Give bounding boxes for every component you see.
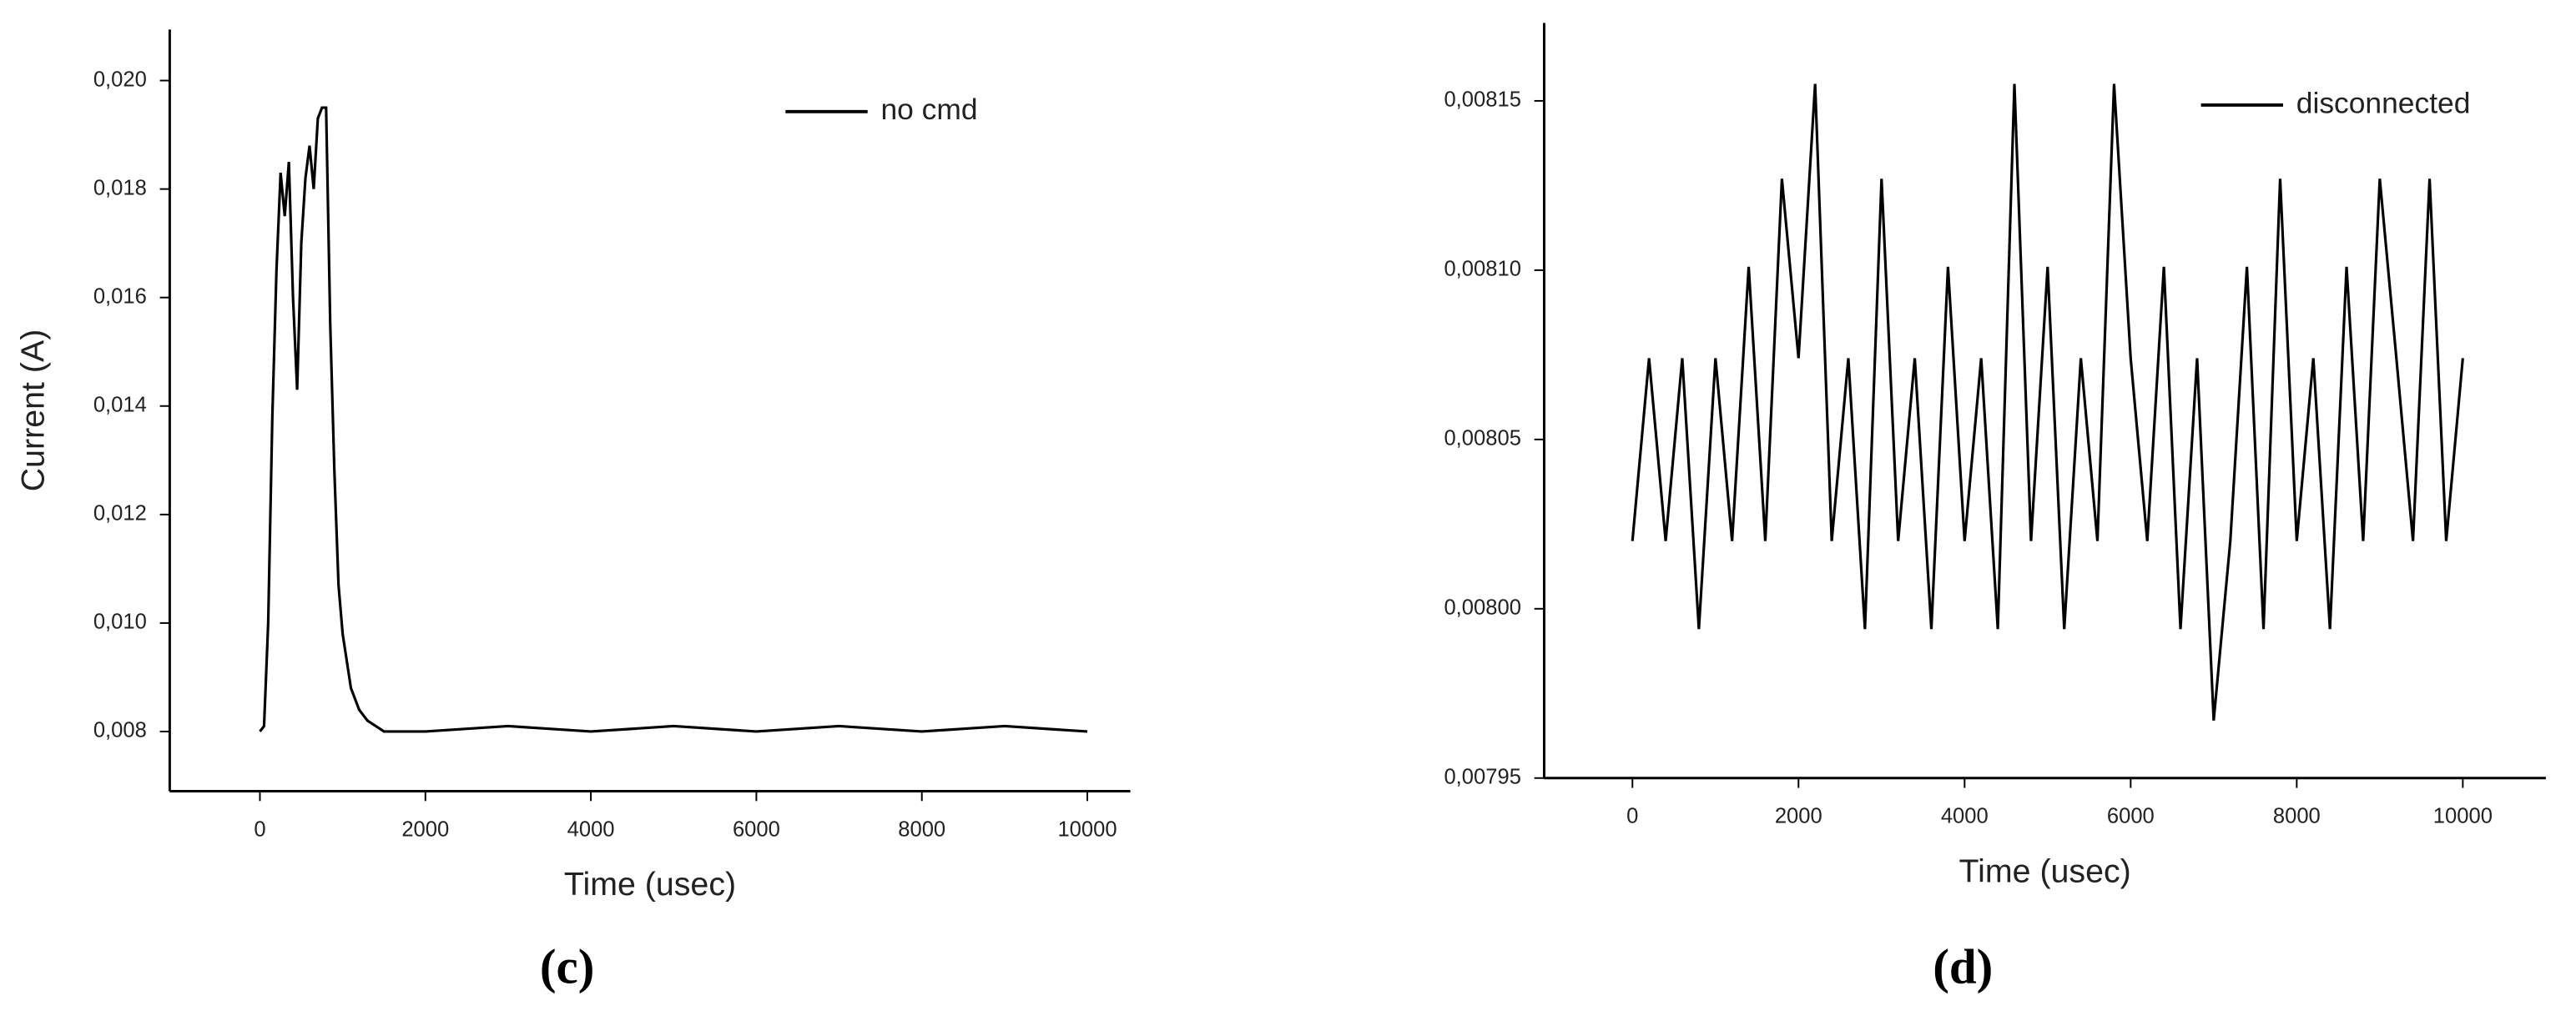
- y-tick-label: 0,018: [93, 176, 147, 199]
- data-line: [259, 106, 1088, 733]
- x-tick-label: 6000: [733, 817, 780, 841]
- y-tick-label: 0,00815: [1444, 88, 1520, 112]
- x-tick-label: 4000: [1941, 805, 1989, 828]
- x-tick-label: 8000: [2273, 805, 2321, 828]
- x-tick-label: 2000: [1775, 805, 1822, 828]
- y-axis-title: Current (A): [14, 329, 51, 492]
- y-tick-label: 0,00795: [1444, 766, 1520, 789]
- y-tick-label: 0,00805: [1444, 427, 1520, 450]
- y-tick-label: 0,00800: [1444, 596, 1520, 620]
- x-tick-label: 0: [254, 817, 265, 841]
- x-tick-label: 6000: [2107, 805, 2155, 828]
- x-tick-label: 2000: [401, 817, 449, 841]
- data-line: [1631, 83, 2464, 721]
- y-tick-label: 0,010: [93, 611, 147, 634]
- y-tick-label: 0,00810: [1444, 258, 1520, 281]
- x-tick-label: 4000: [567, 817, 615, 841]
- x-tick-label: 10000: [2433, 805, 2493, 828]
- caption: (c): [540, 939, 595, 994]
- x-tick-label: 8000: [898, 817, 945, 841]
- legend-text: no cmd: [880, 93, 977, 126]
- y-tick-label: 0,016: [93, 284, 147, 308]
- y-tick-label: 0,014: [93, 394, 147, 417]
- y-tick-label: 0,008: [93, 719, 147, 742]
- x-axis-title: Time (usec): [564, 866, 736, 903]
- x-axis-title: Time (usec): [1959, 853, 2131, 889]
- caption: (d): [1933, 939, 1993, 994]
- x-tick-label: 0: [1626, 805, 1638, 828]
- y-tick-label: 0,020: [93, 68, 147, 91]
- x-tick-label: 10000: [1057, 817, 1117, 841]
- y-tick-label: 0,012: [93, 502, 147, 526]
- legend-text: disconnected: [2296, 86, 2471, 119]
